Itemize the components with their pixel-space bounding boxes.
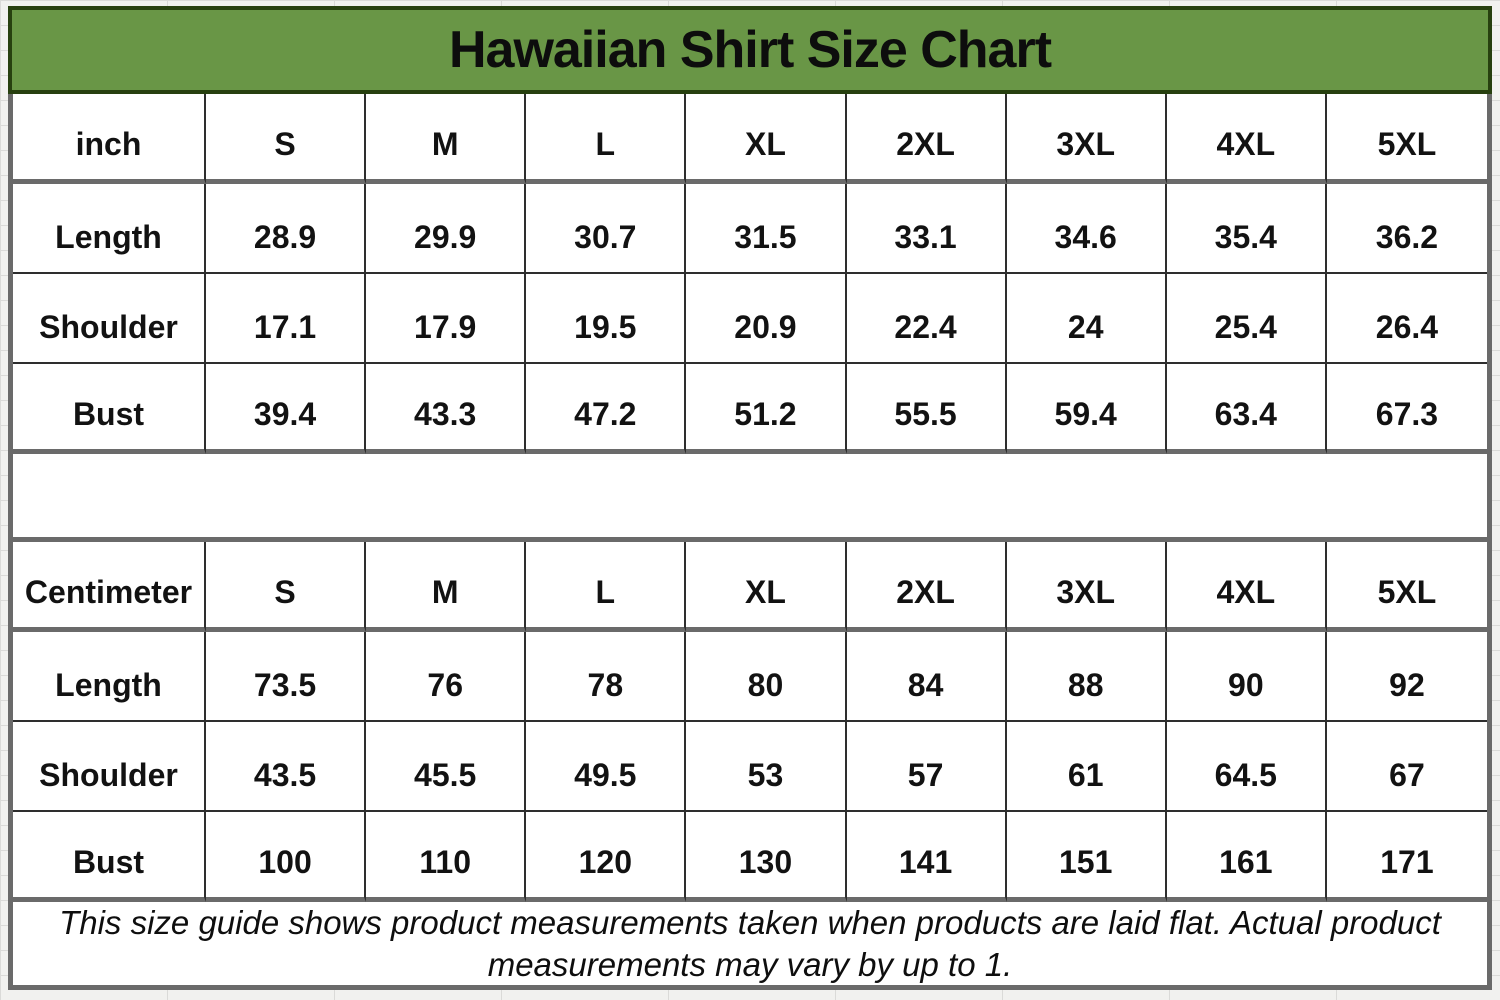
value-cell: 39.4 <box>206 364 367 454</box>
value-cell: 76 <box>366 632 527 722</box>
value-cell: 43.5 <box>206 722 367 812</box>
value-cell: 34.6 <box>1006 184 1167 274</box>
value-cell: 59.4 <box>1006 364 1167 454</box>
size-header-cell: 2XL <box>846 542 1007 632</box>
size-header-cell: 2XL <box>846 94 1007 184</box>
value-cell: 84 <box>846 632 1007 722</box>
value-cell: 130 <box>686 812 847 902</box>
value-cell: 45.5 <box>366 722 527 812</box>
value-cell: 63.4 <box>1166 364 1327 454</box>
value-cell: 67.3 <box>1326 364 1487 454</box>
value-cell: 49.5 <box>526 722 687 812</box>
measurement-note-line1: This size guide shows product measuremen… <box>59 904 1441 942</box>
value-cell: 88 <box>1006 632 1167 722</box>
value-cell: 30.7 <box>526 184 687 274</box>
value-cell: 28.9 <box>206 184 367 274</box>
value-cell: 64.5 <box>1166 722 1327 812</box>
unit-header-cell: inch <box>13 94 206 184</box>
unit-header-cell: Centimeter <box>13 542 206 632</box>
value-cell: 57 <box>846 722 1007 812</box>
chart-title: Hawaiian Shirt Size Chart <box>448 21 1052 79</box>
size-header-cell: 5XL <box>1326 94 1487 184</box>
centimeter-size-table: Centimeter S M L XL 2XL 3XL 4XL 5XL Length 73.5 76 7… <box>8 542 1492 902</box>
value-cell: 120 <box>526 812 687 902</box>
row-label-cell: Length <box>13 184 206 274</box>
value-cell: 17.1 <box>206 274 367 364</box>
value-cell: 31.5 <box>686 184 847 274</box>
value-cell: 110 <box>366 812 527 902</box>
size-header-cell: 3XL <box>1006 542 1167 632</box>
size-header-cell: 4XL <box>1166 94 1327 184</box>
size-header-cell: XL <box>686 94 847 184</box>
value-cell: 92 <box>1326 632 1487 722</box>
size-header-cell: M <box>366 94 527 184</box>
size-header-cell: XL <box>686 542 847 632</box>
row-label-cell: Bust <box>13 812 206 902</box>
size-header-cell: L <box>526 542 687 632</box>
size-header-cell: L <box>526 94 687 184</box>
value-cell: 171 <box>1326 812 1487 902</box>
value-cell: 47.2 <box>526 364 687 454</box>
value-cell: 36.2 <box>1326 184 1487 274</box>
measurement-note: This size guide shows product measuremen… <box>8 902 1492 990</box>
value-cell: 24 <box>1006 274 1167 364</box>
value-cell: 25.4 <box>1166 274 1327 364</box>
value-cell: 78 <box>526 632 687 722</box>
value-cell: 53 <box>686 722 847 812</box>
value-cell: 19.5 <box>526 274 687 364</box>
size-header-cell: 4XL <box>1166 542 1327 632</box>
value-cell: 55.5 <box>846 364 1007 454</box>
size-header-cell: 3XL <box>1006 94 1167 184</box>
row-label-cell: Shoulder <box>13 274 206 364</box>
value-cell: 61 <box>1006 722 1167 812</box>
value-cell: 80 <box>686 632 847 722</box>
spacer-row <box>8 454 1492 542</box>
row-label-cell: Shoulder <box>13 722 206 812</box>
value-cell: 141 <box>846 812 1007 902</box>
value-cell: 17.9 <box>366 274 527 364</box>
size-chart-sheet: Hawaiian Shirt Size Chart inch S M L XL 2XL 3X… <box>8 6 1492 990</box>
value-cell: 22.4 <box>846 274 1007 364</box>
value-cell: 33.1 <box>846 184 1007 274</box>
value-cell: 161 <box>1166 812 1327 902</box>
size-header-cell: 5XL <box>1326 542 1487 632</box>
measurement-note-line2: measurements may vary by up to 1. <box>487 945 1013 983</box>
value-cell: 26.4 <box>1326 274 1487 364</box>
chart-title-bar: Hawaiian Shirt Size Chart <box>8 6 1492 94</box>
row-label-cell: Bust <box>13 364 206 454</box>
value-cell: 35.4 <box>1166 184 1327 274</box>
size-header-cell: M <box>366 542 527 632</box>
value-cell: 67 <box>1326 722 1487 812</box>
value-cell: 100 <box>206 812 367 902</box>
value-cell: 73.5 <box>206 632 367 722</box>
size-header-cell: S <box>206 94 367 184</box>
value-cell: 43.3 <box>366 364 527 454</box>
value-cell: 20.9 <box>686 274 847 364</box>
size-header-cell: S <box>206 542 367 632</box>
value-cell: 90 <box>1166 632 1327 722</box>
row-label-cell: Length <box>13 632 206 722</box>
value-cell: 151 <box>1006 812 1167 902</box>
inch-size-table: inch S M L XL 2XL 3XL 4XL 5XL Length 28.9 29.9 30.7 3… <box>8 94 1492 454</box>
value-cell: 51.2 <box>686 364 847 454</box>
value-cell: 29.9 <box>366 184 527 274</box>
